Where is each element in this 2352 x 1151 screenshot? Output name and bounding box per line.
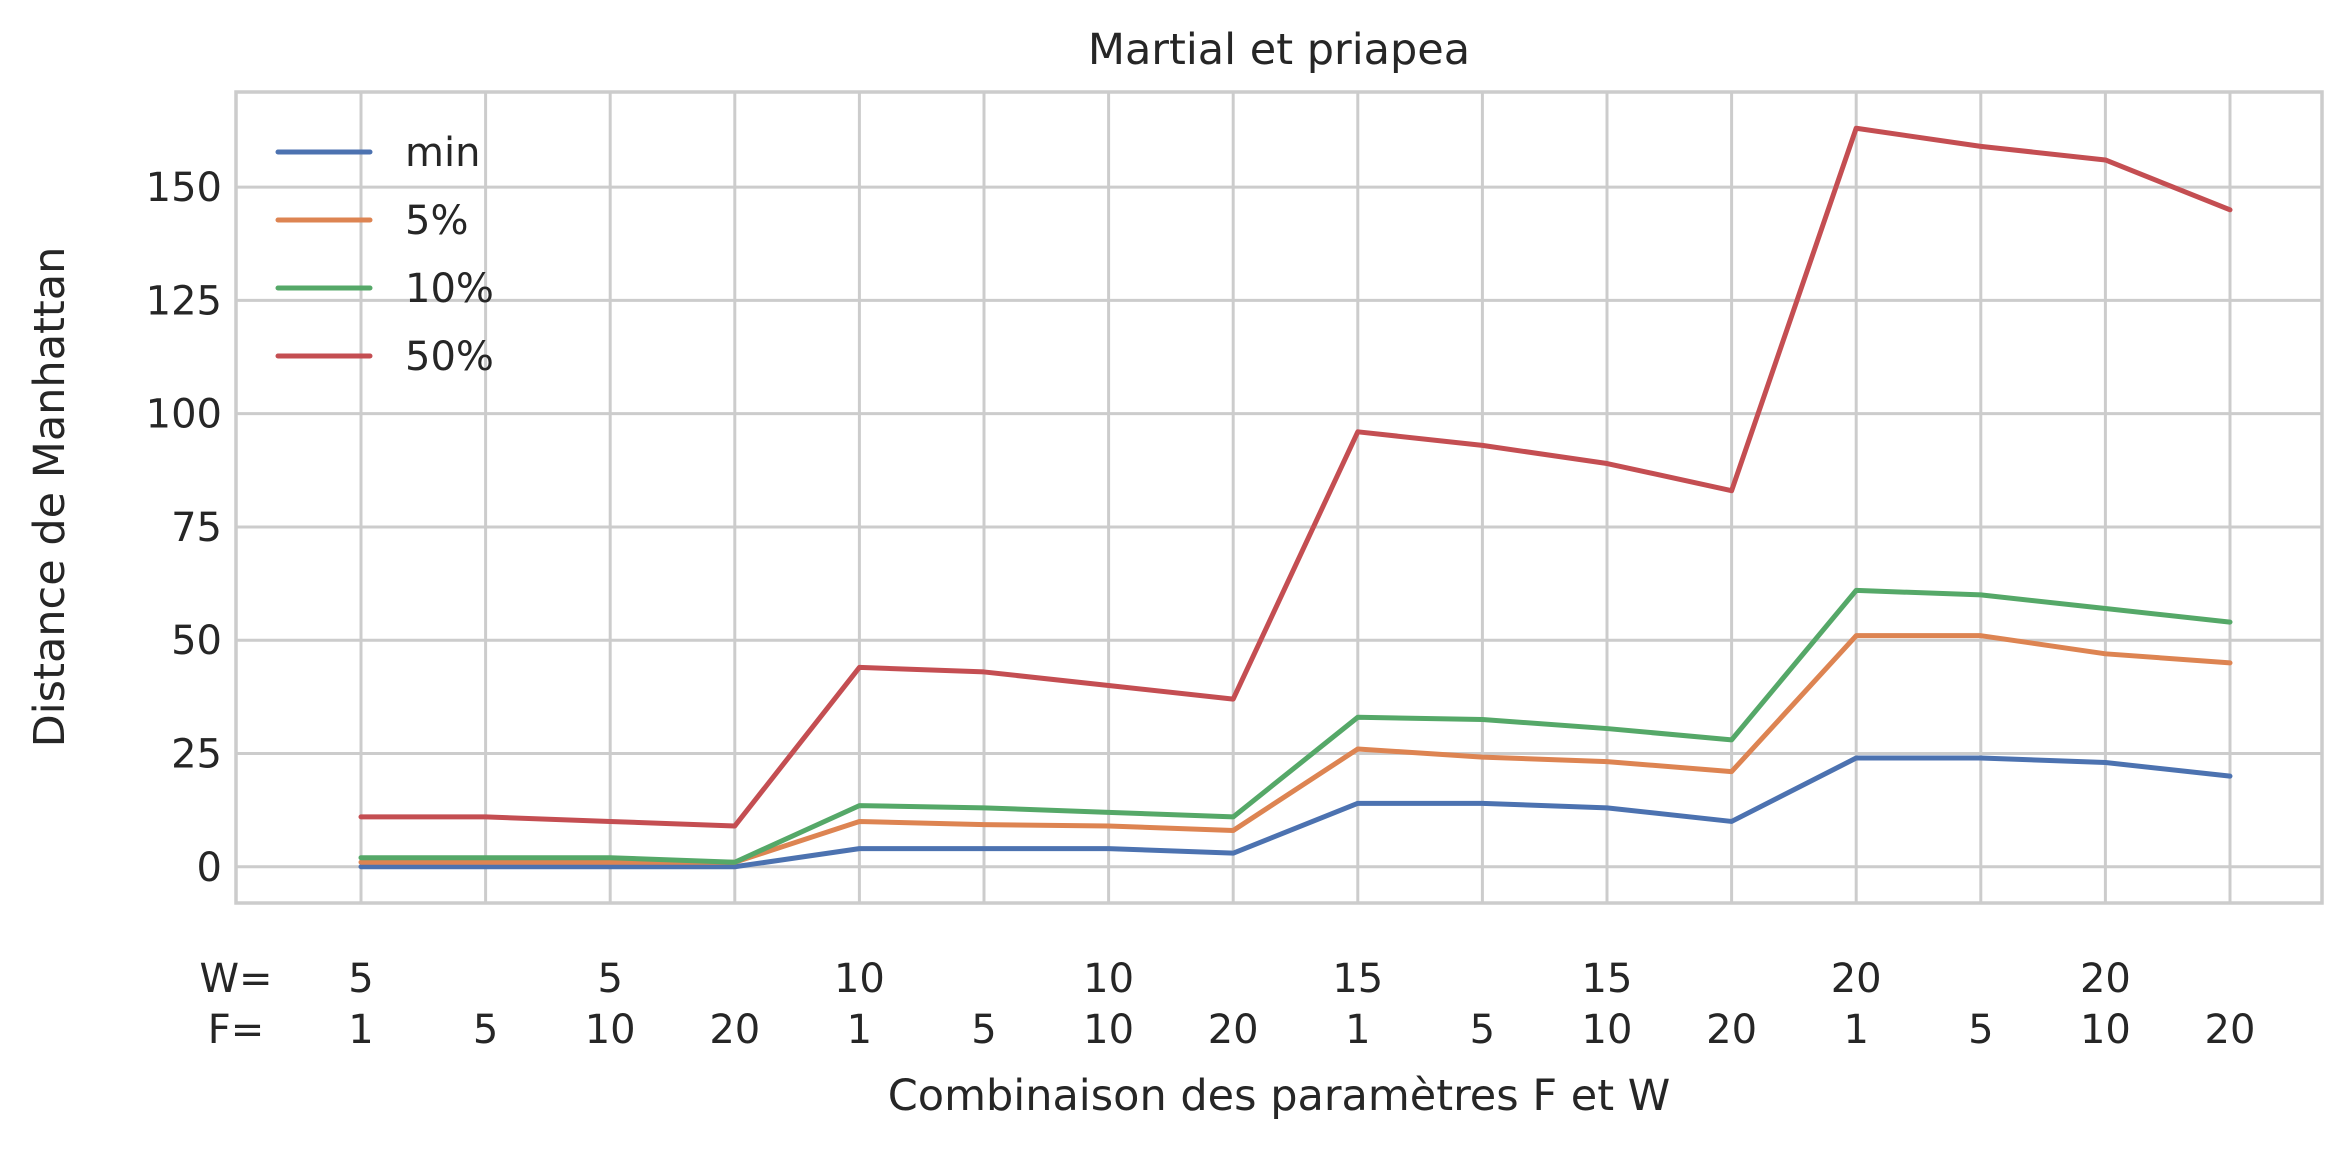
x-tick-label-f: 20 xyxy=(1706,1007,1757,1053)
x-tick-label-w: 5 xyxy=(597,956,622,1002)
legend-label-1: 5% xyxy=(405,198,468,244)
x-tick-label-f: 5 xyxy=(1968,1007,1993,1053)
x-axis-label: Combinaison des paramètres F et W xyxy=(888,1071,1671,1121)
legend-label-0: min xyxy=(405,130,480,176)
x-tick-label-f: 10 xyxy=(1083,1007,1134,1053)
x-tick-label-f: 20 xyxy=(709,1007,760,1053)
y-tick-label: 25 xyxy=(171,731,222,777)
series-line-3 xyxy=(358,125,2233,829)
x-tick-label-f: 20 xyxy=(2205,1007,2256,1053)
series-line-0 xyxy=(358,755,2233,870)
series-layer xyxy=(358,125,2233,870)
x-tick-label-f: 10 xyxy=(1582,1007,1633,1053)
x-tick-label-f: 5 xyxy=(971,1007,996,1053)
x-tick-label-f: 1 xyxy=(1843,1007,1868,1053)
chart-title: Martial et priapea xyxy=(1088,25,1470,75)
legend-label-2: 10% xyxy=(405,266,494,312)
legend-label-3: 50% xyxy=(405,334,494,380)
x-tick-label-f: 5 xyxy=(473,1007,498,1053)
y-tick-label: 0 xyxy=(197,845,222,891)
x-tick-label-w: 20 xyxy=(1831,956,1882,1002)
x-tick-label-f: 1 xyxy=(348,1007,373,1053)
x-tick-label-f: 1 xyxy=(1345,1007,1370,1053)
x-tick-label-w: 10 xyxy=(1083,956,1134,1002)
x-tick-label-f: 10 xyxy=(2080,1007,2131,1053)
w-row-label: W= xyxy=(199,956,272,1002)
series-line-2 xyxy=(358,587,2233,865)
y-axis-label: Distance de Manhattan xyxy=(25,247,75,748)
x-tick-label-w: 20 xyxy=(2080,956,2131,1002)
plot-frame xyxy=(234,90,2324,905)
y-tick-label: 75 xyxy=(171,505,222,551)
grid-layer xyxy=(236,92,2322,903)
y-tick-label: 100 xyxy=(146,392,222,438)
x-tick-label-f: 1 xyxy=(847,1007,872,1053)
x-tick-label-w: 15 xyxy=(1582,956,1633,1002)
x-tick-label-w: 15 xyxy=(1332,956,1383,1002)
x-tick-label-f: 10 xyxy=(585,1007,636,1053)
x-tick-label-w: 10 xyxy=(834,956,885,1002)
y-tick-label: 150 xyxy=(146,165,222,211)
x-tick-label-f: 20 xyxy=(1208,1007,1259,1053)
legend: min 5% 10% 50% xyxy=(275,130,494,380)
x-tick-label-w: 5 xyxy=(348,956,373,1002)
x-tick-label-f: 5 xyxy=(1470,1007,1495,1053)
y-tick-label: 125 xyxy=(146,278,222,324)
y-tick-label: 50 xyxy=(171,618,222,664)
f-row-label: F= xyxy=(208,1007,265,1053)
